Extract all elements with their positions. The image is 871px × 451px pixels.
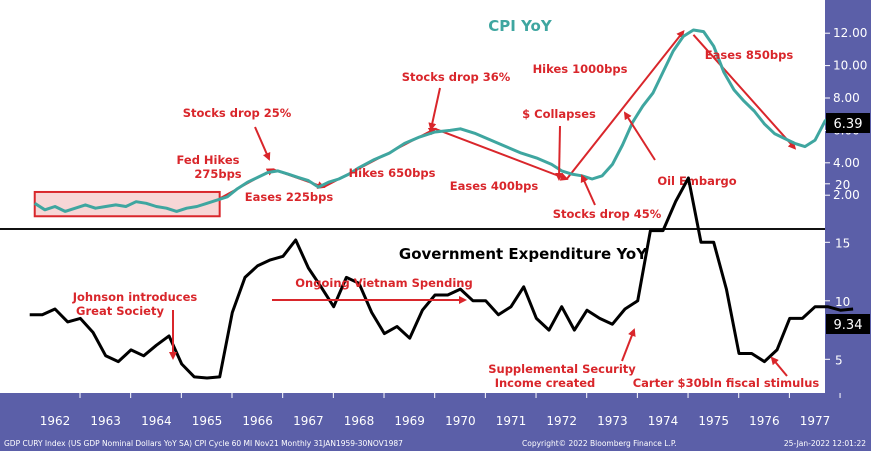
gov-ytick-label: 20 [835, 178, 850, 192]
x-tick-label: 1973 [597, 414, 628, 428]
x-tick-label: 1970 [445, 414, 476, 428]
cpi-ytick-label: 12.00 [833, 26, 867, 40]
annotation-hikes-650bps: Hikes 650bps [349, 166, 436, 180]
x-tick-label: 1965 [192, 414, 223, 428]
x-tick-label: 1969 [394, 414, 425, 428]
annotation-income-created: Income created [495, 376, 596, 390]
footer-copyright: Copyright© 2022 Bloomberg Finance L.P. [522, 439, 677, 448]
cpi-title: CPI YoY [488, 17, 553, 35]
annotation-supplemental-security: Supplemental Security [488, 362, 636, 376]
pointer-supplemental-security [621, 328, 636, 362]
annotation-oil-embargo: Oil Embargo [657, 174, 736, 188]
gov-y-axis: 5 10 15 20 [825, 178, 850, 367]
gov-last-value: 9.34 [834, 318, 863, 333]
pointer-carter [770, 356, 788, 377]
x-tick-label: 1971 [496, 414, 527, 428]
cpi-ytick-label: 2.00 [833, 188, 860, 202]
cpi-range-band [33, 190, 221, 218]
annotation-eases-850bps: Eases 850bps [705, 48, 794, 62]
gov-last-value-badge [826, 314, 870, 334]
annotation-vietnam: Ongoing Vietnam Spending [295, 276, 472, 290]
annotation-275bps: 275bps [194, 167, 241, 181]
annotation-stocks-drop-36: Stocks drop 36% [402, 70, 511, 84]
gov-ytick-label: 10 [835, 295, 850, 309]
cpi-series-line [33, 28, 857, 213]
annotation-carter: Carter $30bln fiscal stimulus [633, 376, 820, 390]
x-tick-label: 1976 [749, 414, 780, 428]
right-axis-panel [825, 0, 871, 451]
annotation-fed-hikes: Fed Hikes [177, 153, 240, 167]
annotation-johnson: Johnson introduces [72, 290, 198, 304]
gov-ytick-label: 15 [835, 236, 850, 250]
x-tick-label: 1977 [800, 414, 831, 428]
pointer-stocks-drop-36 [428, 87, 441, 131]
pointer-stocks-drop-25 [254, 126, 271, 161]
trend-hikes-1000 [565, 30, 685, 180]
annotation-stocks-drop-45: Stocks drop 45% [553, 207, 662, 221]
cpi-ytick-label: 10.00 [833, 59, 867, 73]
cpi-ytick-label: 8.00 [833, 91, 860, 105]
x-tick-label: 1963 [90, 414, 121, 428]
x-tick-label: 1967 [293, 414, 324, 428]
x-tick-label: 1968 [344, 414, 375, 428]
x-tick-label: 1966 [242, 414, 273, 428]
pointer-dollar-collapses [555, 125, 564, 181]
x-tick-label: 1964 [141, 414, 172, 428]
gov-ytick-label: 5 [835, 353, 843, 367]
x-tick-label: 1974 [648, 414, 679, 428]
bottom-axis-panel [0, 393, 871, 451]
pointer-oil-embargo [623, 111, 656, 161]
annotation-great-society: Great Society [76, 304, 164, 318]
pointer-stocks-drop-45 [580, 174, 596, 206]
footer-source: GDP CURY Index (US GDP Nominal Dollars Y… [4, 439, 403, 448]
gov-panel: 5 10 15 20 Government Expenditure YoY Johns… [29, 176, 870, 390]
x-tick-label: 1975 [698, 414, 729, 428]
x-axis: 1962 1963 1964 1965 1966 1967 1968 1969 1970 1971… [40, 393, 841, 428]
annotation-hikes-1000bps: Hikes 1000bps [533, 62, 628, 76]
annotation-stocks-drop-25: Stocks drop 25% [183, 106, 292, 120]
annotation-eases-400bps: Eases 400bps [450, 179, 539, 193]
trend-eases-400 [434, 127, 569, 181]
cpi-ytick-label: 4.00 [833, 156, 860, 170]
cpi-last-value: 6.39 [834, 117, 863, 132]
annotation-eases-225bps: Eases 225bps [245, 190, 334, 204]
x-tick-label: 1972 [546, 414, 577, 428]
gov-title: Government Expenditure YoY [399, 245, 648, 263]
cpi-last-value-badge [826, 113, 870, 133]
annotation-dollar-collapses: $ Collapses [522, 107, 596, 121]
trend-eases-850 [692, 34, 797, 150]
footer-timestamp: 25-Jan-2022 12:01:22 [784, 439, 866, 448]
x-tick-label: 1962 [40, 414, 71, 428]
gov-series-line [29, 176, 854, 380]
